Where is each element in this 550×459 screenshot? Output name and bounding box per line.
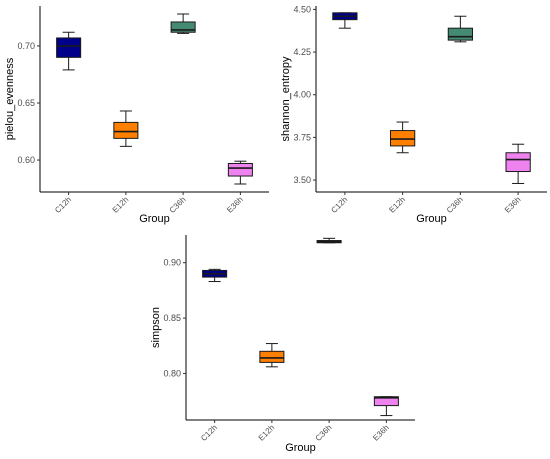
box-E36h [505, 143, 531, 184]
box-E12h [389, 121, 416, 154]
y-tick-label: 4.50 [293, 4, 311, 14]
x-tick-label: E12h [257, 423, 277, 443]
y-tick-label: 0.85 [163, 313, 181, 323]
box-C12h [56, 31, 82, 71]
box-C36h [447, 15, 474, 43]
y-tick-label: 0.70 [17, 41, 35, 51]
box-body [113, 121, 139, 139]
y-tick-label: 0.60 [17, 155, 35, 165]
x-tick-label: E12h [111, 195, 131, 215]
box-E12h [259, 343, 285, 368]
box-body [259, 350, 285, 363]
box-C12h [332, 12, 358, 29]
y-tick-label: 4.25 [293, 47, 311, 57]
box-E36h [373, 396, 399, 417]
y-axis-title: simpson [150, 307, 162, 348]
x-tick-label: C36h [445, 195, 465, 215]
box-E12h [113, 110, 139, 147]
x-tick-label: E36h [225, 195, 245, 215]
x-axis-title: Group [416, 213, 447, 225]
x-tick-label: C12h [329, 195, 349, 215]
box-body [389, 130, 416, 147]
box-body [373, 396, 399, 407]
box-C12h [202, 268, 228, 283]
x-tick-label: C12h [199, 423, 219, 443]
box-body [227, 162, 253, 177]
x-tick-label: E12h [387, 195, 407, 215]
box-E36h [227, 160, 253, 185]
chart-panel-simpson: 0.80 0.85 0.90 C12h E12h C36h E36h Group simpson [150, 235, 415, 454]
x-axis-title: Group [285, 442, 316, 454]
x-tick-label: C12h [53, 195, 73, 215]
box-body [447, 27, 474, 41]
box-C36h [316, 237, 342, 244]
box-C36h [170, 13, 196, 34]
x-tick-label: E36h [371, 423, 391, 443]
y-tick-label: 0.90 [163, 258, 181, 268]
chart-panel-shannon-entropy: 3.50 3.75 4.00 4.25 4.50 C12h E12h C36h E36h Grou… [280, 4, 547, 225]
x-tick-label: E36h [503, 195, 523, 215]
y-tick-label: 0.65 [17, 98, 35, 108]
box-body [170, 21, 196, 33]
x-axis-title: Group [139, 213, 170, 225]
x-tick-label: C36h [168, 195, 188, 215]
x-tick-label: C36h [314, 423, 334, 443]
box-body [505, 152, 531, 173]
y-tick-label: 0.80 [163, 368, 181, 378]
box-body [56, 37, 82, 58]
y-axis-title: shannon_entropy [280, 56, 292, 142]
y-tick-label: 4.00 [293, 90, 311, 100]
y-tick-label: 3.50 [293, 175, 311, 185]
y-tick-label: 3.75 [293, 132, 311, 142]
y-axis-title: pielou_evenness [4, 57, 16, 140]
chart-panel-pielou-evenness: 0.60 0.65 0.70 C12h E12h C36h E36h Group pielou_… [4, 6, 269, 225]
